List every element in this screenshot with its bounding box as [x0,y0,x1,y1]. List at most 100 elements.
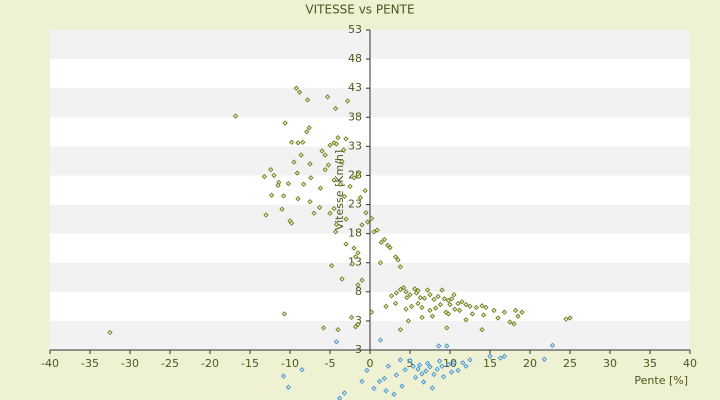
point [383,388,389,394]
point [275,182,281,188]
point [431,296,437,303]
point [347,183,353,190]
y-axis-title: Vitesse [Km/h] [333,150,346,230]
point [441,296,448,302]
point [397,264,404,270]
point [281,311,288,317]
point [403,306,409,312]
point [437,301,444,308]
point [280,373,287,379]
point [352,254,359,260]
point [501,353,508,360]
point [285,180,292,187]
point [341,390,348,396]
point [400,285,407,291]
point [444,343,450,349]
point [431,371,437,378]
point [427,307,433,314]
x-tick-label: -40 [41,357,59,370]
point [294,170,300,176]
point [387,244,393,251]
point [333,221,340,227]
point [434,366,440,372]
y-tick-label: 28 [348,168,362,181]
point [336,395,343,400]
point [455,300,461,307]
point [268,192,275,198]
point [332,105,339,112]
point [541,356,548,362]
point [497,355,504,361]
point [397,357,404,363]
point [337,181,344,187]
point [473,304,480,311]
point [359,277,365,283]
point [412,374,419,380]
x-tick-label: -20 [201,357,219,370]
point [263,212,269,218]
point [304,97,311,103]
x-tick-label: 40 [683,357,697,370]
point [397,286,404,293]
point [455,367,461,374]
point [368,309,375,315]
y-tick-label: 33 [348,139,362,152]
point [388,293,395,299]
point [463,317,469,323]
x-tick-label: 0 [367,357,374,370]
point [343,216,349,222]
point [333,141,340,147]
point [328,262,335,269]
point [467,357,473,363]
x-tick-label: 15 [483,357,497,370]
point [407,292,413,298]
point [364,219,371,225]
point [436,358,443,364]
x-tick-label: -5 [325,357,336,370]
point [448,296,455,302]
point [410,363,416,369]
point [424,360,431,367]
point [335,134,341,141]
point [364,367,370,374]
point [423,368,429,374]
point [378,239,384,246]
point [480,312,487,318]
point [420,379,427,385]
point [421,295,428,301]
point [443,309,449,315]
point [419,314,425,321]
point [295,140,301,146]
point [343,136,349,142]
point [344,98,351,104]
point [459,299,465,305]
point [340,147,347,153]
point [415,366,421,372]
point [374,227,380,233]
point [427,364,433,370]
point [415,300,421,307]
x-tick-label: 35 [643,357,657,370]
chart-title: VITESSE vs PENTE [305,3,414,17]
point [487,353,493,360]
point [479,326,485,333]
point [304,129,310,135]
point [288,220,295,226]
point [355,171,361,177]
point [341,193,348,200]
point [511,321,517,327]
point [419,371,425,377]
point [432,305,439,311]
point [399,383,405,389]
point [357,194,364,201]
point [300,139,306,145]
point [501,309,508,315]
point [352,324,359,330]
point [402,367,408,373]
point [271,172,277,179]
point [391,391,397,397]
point [479,303,485,309]
x-tick-label: -25 [161,357,179,370]
point [351,245,357,251]
point [463,301,469,308]
